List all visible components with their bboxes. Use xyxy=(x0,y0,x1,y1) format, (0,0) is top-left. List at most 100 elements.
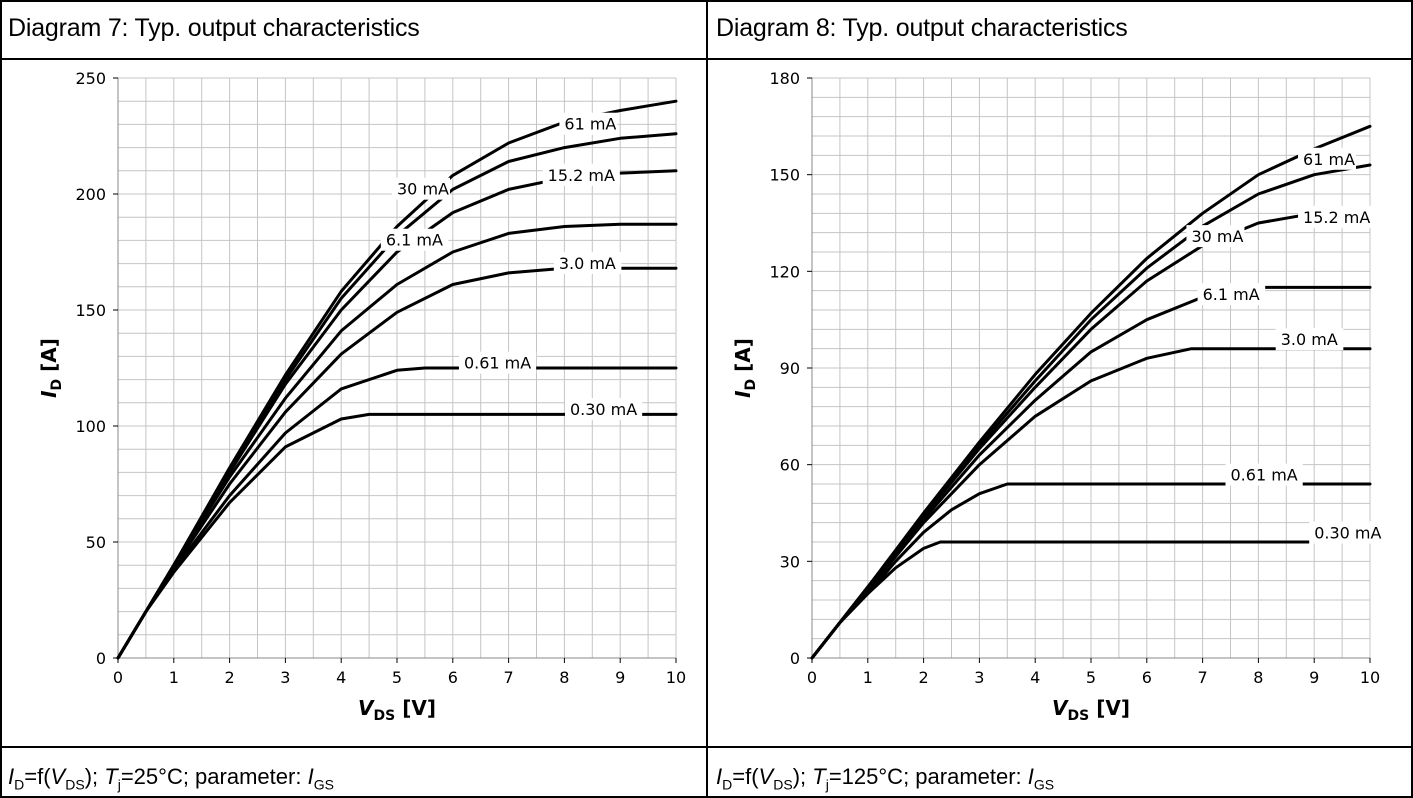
caption-temperature: =125°C; parameter: xyxy=(828,764,1028,789)
series-label-background xyxy=(559,112,618,135)
y-tick-label: 30 xyxy=(780,552,800,571)
series-line-6-1-ma xyxy=(810,285,1372,660)
x-tick-label: 8 xyxy=(559,668,569,687)
caption-t-subscript: j xyxy=(825,776,829,793)
x-tick-label: 9 xyxy=(1309,668,1319,687)
x-tick-label: 5 xyxy=(392,668,402,687)
y-tick-label: 250 xyxy=(75,69,106,88)
series-label-background xyxy=(1197,283,1266,306)
diagram-7-plot-cell xyxy=(0,60,706,748)
x-tick-label: 8 xyxy=(1253,668,1263,687)
series-label-background xyxy=(553,251,622,274)
series-label-background xyxy=(542,163,620,186)
x-tick-label: 0 xyxy=(113,668,123,687)
series-label-background xyxy=(1298,205,1376,228)
diagram-7-title-cell: Diagram 7: Typ. output characteristics xyxy=(0,0,706,60)
diagram-8-plot-cell xyxy=(708,60,1413,748)
series-label-61-ma: 61 mA xyxy=(564,115,616,134)
x-tick-label: 1 xyxy=(863,668,873,687)
series-line-0-61-ma xyxy=(116,366,678,660)
series-label-6-1-ma: 6.1 mA xyxy=(386,231,443,250)
x-tick-label: 6 xyxy=(1142,668,1152,687)
series-label-background xyxy=(564,398,643,421)
caption-v-subscript: DS xyxy=(773,776,793,793)
y-axis-label: ID [A] xyxy=(731,338,759,398)
series-line-3-0-ma xyxy=(810,347,1372,660)
series-label-3-0-ma: 3.0 mA xyxy=(559,254,616,273)
x-tick-label: 6 xyxy=(448,668,458,687)
diagram-8-caption: ID=f(VDS); Tj=125°C; parameter: IGS xyxy=(716,764,1054,792)
caption-id-symbol: I xyxy=(716,764,723,789)
y-tick-label: 60 xyxy=(780,456,800,475)
y-tick-label: 0 xyxy=(96,649,106,668)
y-tick-label: 150 xyxy=(769,166,800,185)
x-tick-label: 5 xyxy=(1086,668,1096,687)
y-tick-label: 90 xyxy=(780,359,800,378)
series-label-0-61-ma: 0.61 mA xyxy=(464,354,531,373)
series-label-30-ma: 30 mA xyxy=(1191,227,1243,246)
diagram-7-caption-cell: ID=f(VDS); Tj=25°C; parameter: IGS xyxy=(0,750,706,798)
y-tick-label: 120 xyxy=(769,262,800,281)
caption-t-symbol: T xyxy=(104,764,118,789)
series-label-0-30-ma: 0.30 mA xyxy=(570,400,637,419)
series-label-0-30-ma: 0.30 mA xyxy=(1314,524,1381,543)
x-tick-label: 2 xyxy=(225,668,235,687)
y-tick-label: 150 xyxy=(75,301,106,320)
diagram-8-title: Diagram 8: Typ. output characteristics xyxy=(716,14,1128,42)
x-axis-label: VDS [V] xyxy=(358,696,436,724)
caption-v-subscript: DS xyxy=(65,776,85,793)
x-tick-label: 3 xyxy=(280,668,290,687)
series-label-background xyxy=(1186,225,1245,248)
y-tick-label: 200 xyxy=(75,185,106,204)
series-label-background xyxy=(1275,328,1344,351)
series-label-background xyxy=(392,177,450,200)
y-tick-label: 0 xyxy=(790,649,800,668)
series-label-15-2-ma: 15.2 mA xyxy=(1303,208,1370,227)
y-tick-label: 50 xyxy=(86,533,106,552)
caption-v-symbol: V xyxy=(50,764,66,789)
series-line-0-30-ma xyxy=(116,412,678,660)
diagram-7-panel: Diagram 7: Typ. output characteristics 0… xyxy=(0,0,708,798)
x-tick-label: 10 xyxy=(666,668,686,687)
diagram-8-chart: 0 1 2 3 4 5 6 7 8 9 10 0 30 60 90 120 150 180 VDS [V] ID [A… xyxy=(731,69,1387,724)
grid xyxy=(811,77,1371,659)
series-label-background xyxy=(1225,463,1303,486)
x-tick-label: 1 xyxy=(169,668,179,687)
caption-param-symbol: I xyxy=(1027,764,1034,789)
series-label-61-ma: 61 mA xyxy=(1303,150,1355,169)
caption-separator: ); xyxy=(84,764,105,789)
caption-t-symbol: T xyxy=(812,764,826,789)
series-label-6-1-ma: 6.1 mA xyxy=(1203,285,1260,304)
diagram-7-caption: ID=f(VDS); Tj=25°C; parameter: IGS xyxy=(8,764,334,792)
caption-param-symbol: I xyxy=(307,764,314,789)
caption-separator: ); xyxy=(792,764,813,789)
series-label-background xyxy=(458,351,537,374)
caption-param-subscript: GS xyxy=(313,776,334,793)
x-tick-label: 9 xyxy=(615,668,625,687)
y-axis-label: ID [A] xyxy=(37,338,65,398)
series-label-0-61-ma: 0.61 mA xyxy=(1231,466,1298,485)
y-tick-label: 100 xyxy=(75,417,106,436)
x-tick-label: 0 xyxy=(807,668,817,687)
caption-t-subscript: j xyxy=(117,776,121,793)
caption-func: =f( xyxy=(732,764,759,789)
x-tick-label: 4 xyxy=(336,668,346,687)
x-tick-label: 4 xyxy=(1030,668,1040,687)
diagram-8-title-cell: Diagram 8: Typ. output characteristics xyxy=(708,0,1413,60)
caption-param-subscript: GS xyxy=(1033,776,1055,793)
series-label-background xyxy=(380,228,449,251)
curve-labels: 61 mA 30 mA 15.2 mA 6.1 mA 3.0 mA 0.61 mA 0.30… xyxy=(1186,147,1387,544)
x-tick-label: 2 xyxy=(919,668,929,687)
diagram-8-caption-cell: ID=f(VDS); Tj=125°C; parameter: IGS xyxy=(708,750,1413,798)
caption-id-symbol: I xyxy=(8,764,15,789)
diagram-7-title: Diagram 7: Typ. output characteristics xyxy=(8,14,420,42)
series-label-3-0-ma: 3.0 mA xyxy=(1281,330,1338,349)
series-line-0-30-ma xyxy=(810,540,1372,660)
x-axis-label: VDS [V] xyxy=(1052,696,1130,724)
x-tick-label: 10 xyxy=(1360,668,1380,687)
curve-labels: 61 mA 30 mA 15.2 mA 6.1 mA 3.0 mA 0.61 mA 0.30… xyxy=(380,112,643,421)
caption-id-subscript: D xyxy=(14,776,25,793)
caption-func: =f( xyxy=(24,764,51,789)
y-tick-label: 180 xyxy=(769,69,800,88)
